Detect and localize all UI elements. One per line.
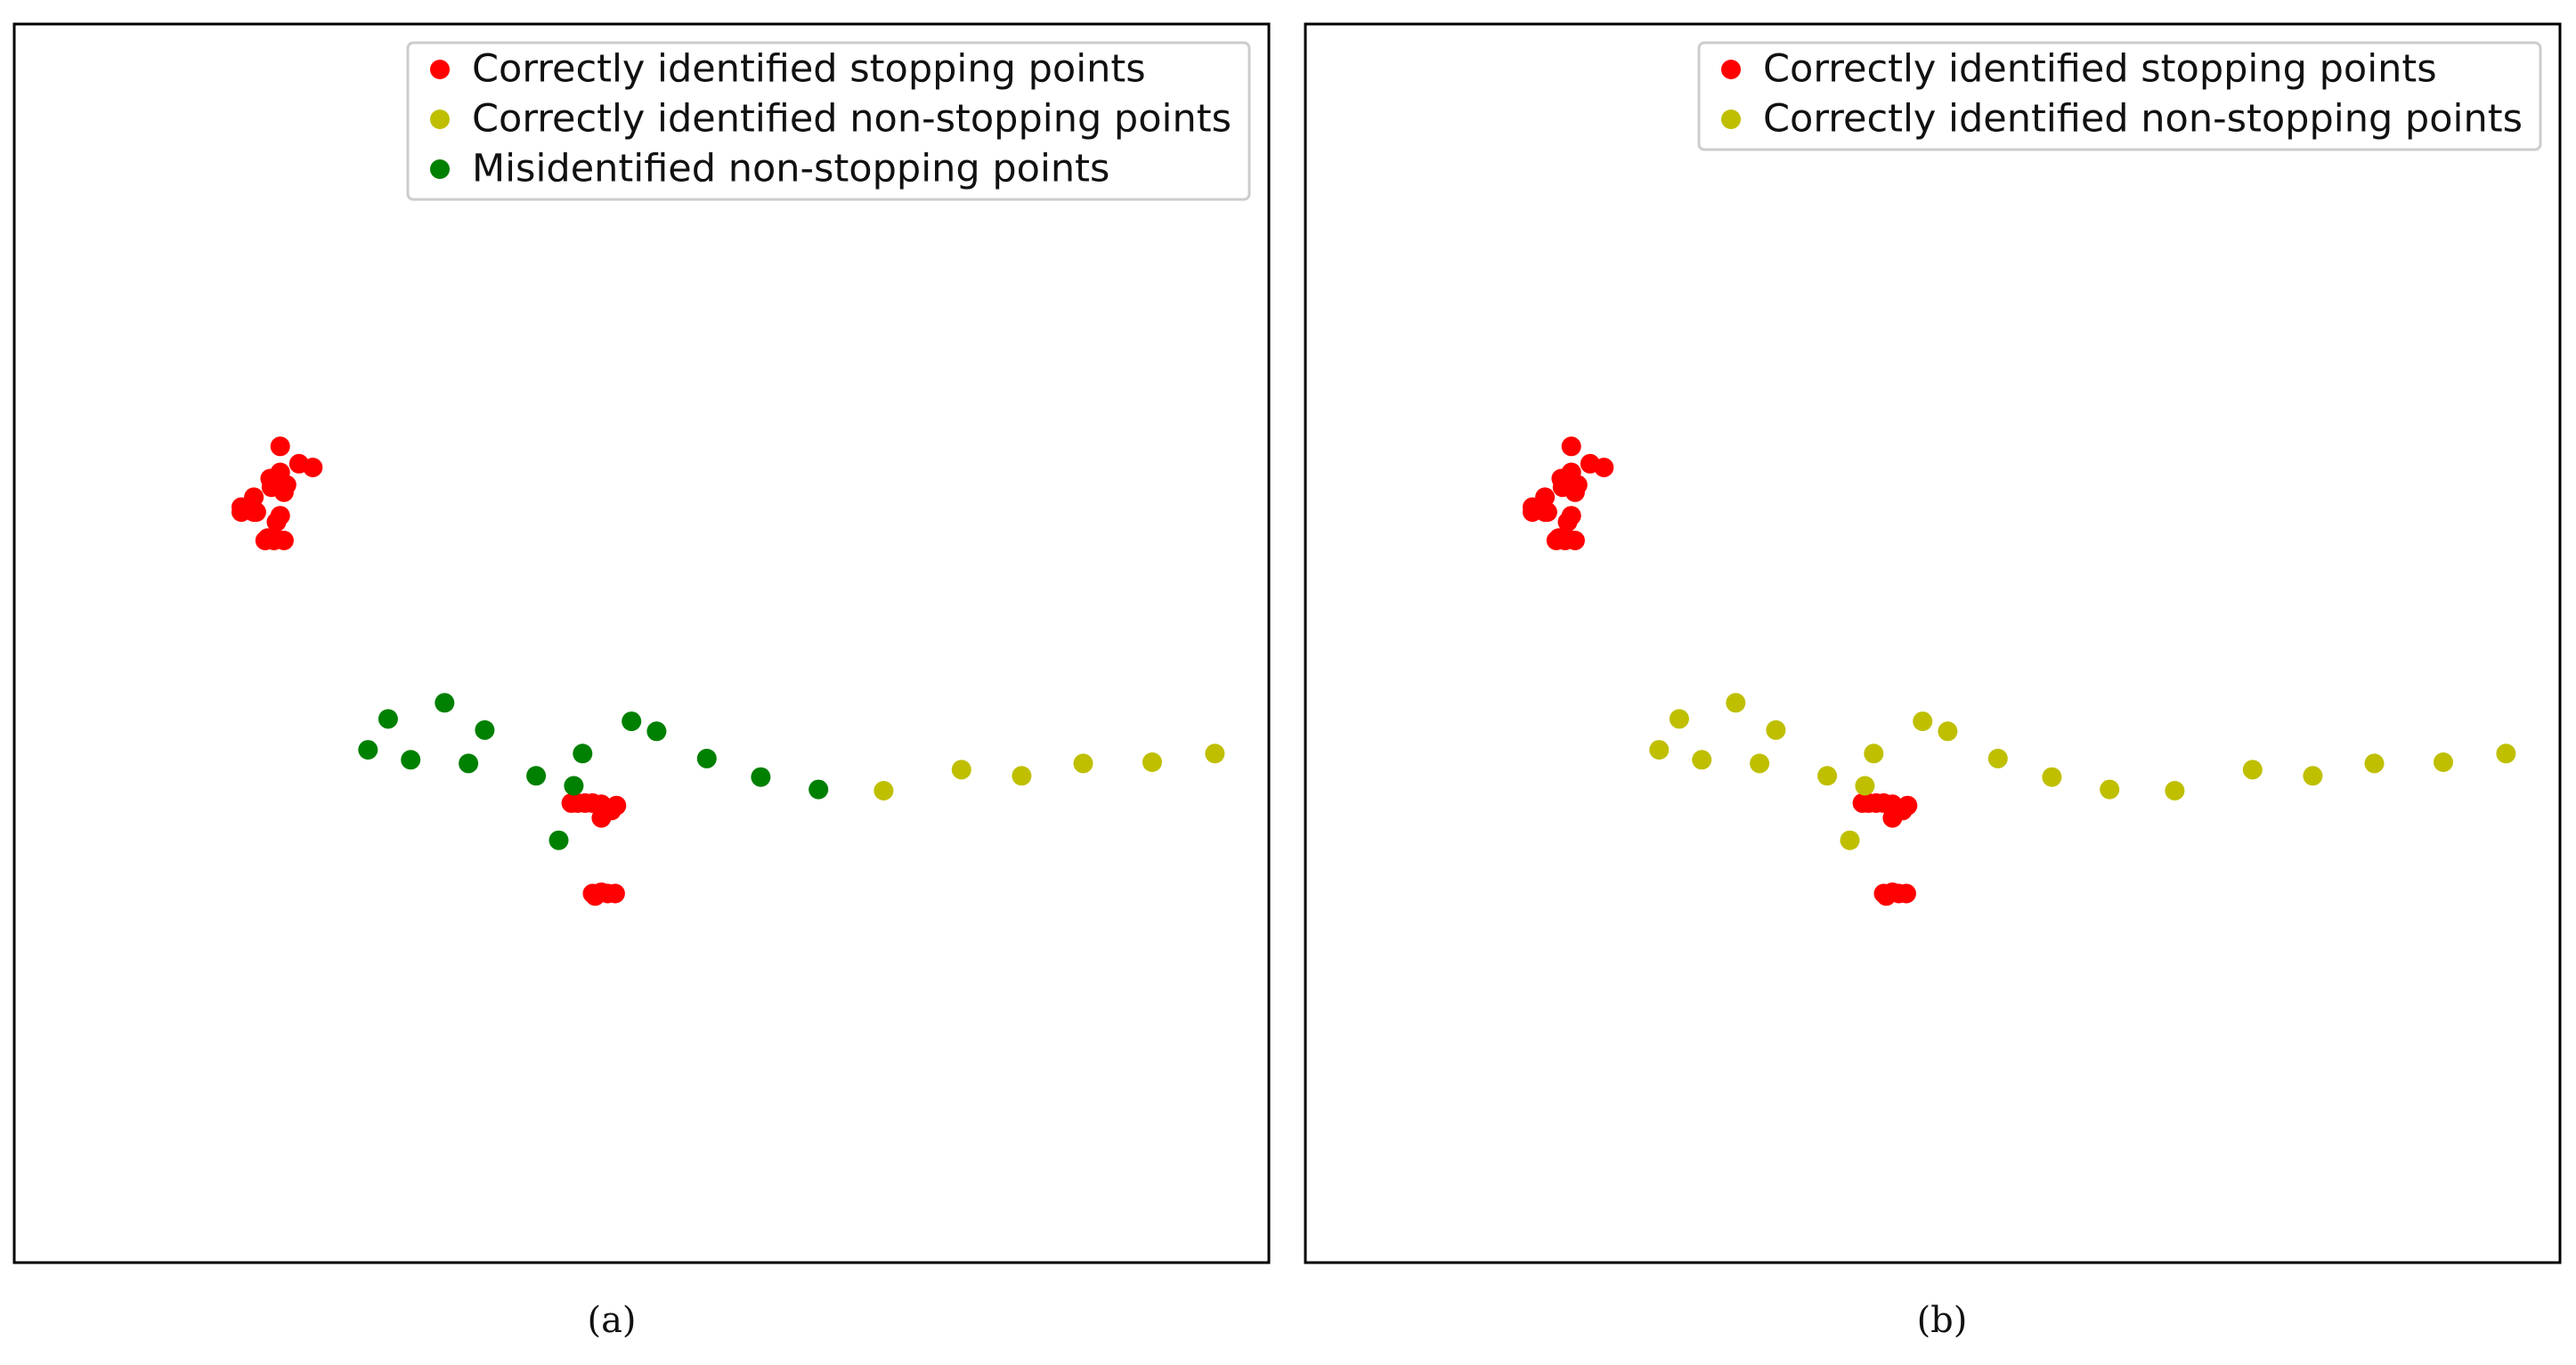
series-0-point [270,436,290,457]
legend-box [406,41,1251,201]
series-1-point [2042,767,2062,787]
series-2-point [573,743,593,764]
series-0-point [244,487,264,508]
series-0-point [1535,502,1556,523]
series-0-point [605,883,625,904]
series-1-point [2496,743,2516,764]
series-0-point [591,808,612,828]
series-1-point [2242,760,2263,780]
series-1-point [2165,781,2185,800]
legend: Correctly identified stopping points Corr… [406,41,1251,201]
series-2-point [564,776,584,796]
plot-area [14,24,1269,1263]
scatter-points [232,436,1288,906]
panel-a: Correctly identified stopping points Corr… [12,22,1288,1341]
series-1-point [1766,719,1786,740]
series-1-point [1855,776,1875,796]
series-1-point [951,760,971,780]
series-1-point [2364,753,2385,774]
series-2-point [358,740,378,760]
series-2-point [809,779,829,800]
legend-marker [1721,60,1741,79]
series-0-point [270,506,290,526]
legend-entry: Misidentified non-stopping points [472,147,1109,191]
axes-frame [1304,22,2562,1264]
series-1-point [1864,743,1884,764]
panel-caption: (b) [1917,1300,1968,1341]
series-1-point [1205,743,1225,764]
series-0-point [244,502,264,523]
series-2-point [549,830,569,850]
axes-frame [12,22,1271,1264]
series-1-point [1987,748,2008,768]
series-0-point [1535,487,1556,508]
series-0-point [265,528,286,548]
plot-area [1305,24,2560,1263]
series-0-point [1561,506,1581,526]
series-2-point [435,693,455,713]
legend-marker [430,110,450,129]
series-0-point [1896,883,1916,904]
panel-caption: (a) [587,1300,636,1341]
series-1-point [2434,752,2453,772]
legend-entry: Correctly identified non-stopping points [1763,97,2523,142]
series-1-point [1669,709,1689,729]
series-1-point [2560,735,2576,755]
series-0-point [1564,482,1585,502]
scatter-points [1523,436,2576,906]
series-0-point [273,482,294,502]
series-2-point [646,721,667,742]
series-0-point [1882,808,1903,828]
series-1-point [2100,779,2120,800]
series-1-point [1269,735,1288,755]
legend-box [1697,41,2542,151]
series-1-point [1913,711,1933,732]
legend-entry: Correctly identified stopping points [472,47,1146,92]
series-2-point [459,753,479,774]
series-1-point [874,781,894,800]
legend-entry: Correctly identified stopping points [1763,47,2437,92]
series-1-point [1692,750,1712,770]
series-0-point [1556,528,1577,548]
series-1-point [1142,752,1162,772]
series-1-point [2303,766,2323,786]
legend-entry: Correctly identified non-stopping points [472,97,1231,142]
legend-marker [1721,110,1741,129]
legend-marker [430,60,450,79]
series-0-point [303,458,323,477]
series-1-point [1073,753,1093,774]
series-2-point [378,709,398,729]
series-2-point [401,750,421,770]
panel-b: Correctly identified stopping points Corr… [1304,22,2576,1341]
series-1-point [1938,721,1958,742]
series-0-point [1561,436,1581,457]
legend: Correctly identified stopping points Corr… [1697,41,2542,151]
series-2-point [475,719,495,740]
series-2-point [526,766,547,786]
series-2-point [696,748,717,768]
series-1-point [1649,740,1670,760]
series-1-point [1726,693,1746,713]
series-1-point [1750,753,1770,774]
legend-marker [430,159,450,179]
series-2-point [622,711,642,732]
series-0-point [1594,458,1614,477]
series-1-point [1012,766,1032,786]
series-1-point [1840,830,1860,850]
series-1-point [1817,766,1838,786]
series-2-point [751,767,771,787]
